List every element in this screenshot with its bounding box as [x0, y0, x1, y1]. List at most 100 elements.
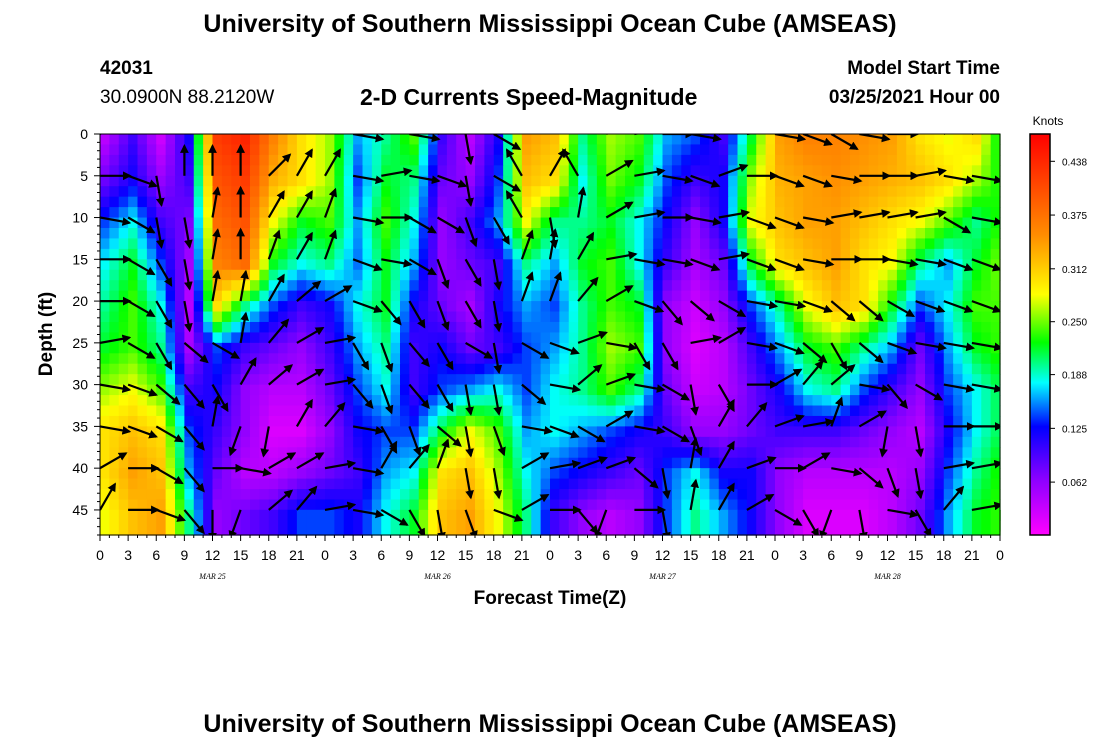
heatmap-cell	[250, 395, 260, 407]
heatmap-cell	[306, 447, 317, 459]
heatmap-cell	[137, 259, 148, 271]
heatmap-cell	[240, 489, 251, 501]
heatmap-cell	[203, 468, 214, 480]
heatmap-cell	[521, 186, 532, 198]
heatmap-cell	[756, 353, 767, 365]
heatmap-cell	[943, 154, 954, 166]
heatmap-cell	[812, 217, 823, 229]
current-vector	[774, 508, 803, 526]
heatmap-cell	[156, 144, 167, 156]
heatmap-cell	[831, 436, 842, 448]
heatmap-cell	[625, 426, 635, 438]
heatmap-cell	[278, 175, 289, 187]
heatmap-cell	[400, 478, 410, 490]
heatmap-cell	[643, 311, 654, 323]
heatmap-cell	[981, 196, 992, 208]
heatmap-cell	[606, 405, 617, 417]
heatmap-cell	[240, 415, 251, 427]
heatmap-cell	[643, 290, 654, 302]
heatmap-cell	[465, 374, 476, 386]
heatmap-cell	[175, 134, 185, 146]
heatmap-cell	[737, 227, 748, 240]
heatmap-cell	[990, 186, 1001, 198]
heatmap-cell	[596, 384, 607, 396]
heatmap-cell	[128, 227, 139, 240]
heatmap-cell	[812, 321, 823, 334]
heatmap-cell	[175, 436, 185, 448]
heatmap-cell	[418, 457, 429, 469]
heatmap-cell	[306, 154, 317, 166]
heatmap-cell	[737, 374, 748, 386]
heatmap-cell	[906, 489, 917, 501]
heatmap-cell	[765, 332, 776, 344]
heatmap-cell	[306, 415, 317, 427]
heatmap-cell	[840, 342, 851, 354]
heatmap-cell	[568, 499, 579, 511]
heatmap-cell	[784, 280, 795, 292]
heatmap-cell	[550, 405, 560, 417]
heatmap-cell	[737, 457, 748, 469]
heatmap-cell	[465, 436, 476, 448]
heatmap-cell	[475, 436, 485, 448]
current-vector	[943, 300, 974, 314]
x-axis: 0 3 6 9 12 15 18 21 0 3 6 9 12 15 18 21 0 3 6 9 12 15 18 21 0 3 6 9…	[96, 535, 1004, 563]
heatmap-cell	[109, 196, 120, 208]
heatmap-cell	[240, 332, 251, 344]
heatmap-cell	[587, 165, 598, 177]
heatmap-cell	[540, 186, 551, 198]
heatmap-cell	[353, 374, 364, 386]
heatmap-cell	[259, 499, 270, 511]
heatmap-cell	[343, 415, 354, 427]
heatmap-cell	[643, 509, 654, 536]
current-vector	[634, 383, 666, 393]
heatmap-cell	[165, 353, 176, 365]
heatmap-cell	[484, 238, 495, 250]
heatmap-cell	[615, 447, 626, 459]
heatmap-cell	[934, 154, 945, 166]
heatmap-cell	[362, 374, 373, 386]
heatmap-cell	[746, 426, 757, 438]
heatmap-cell	[690, 280, 701, 292]
heatmap-cell	[756, 332, 767, 344]
heatmap-cell	[859, 207, 870, 219]
current-vector	[549, 383, 582, 393]
heatmap-cell	[878, 301, 889, 313]
heatmap-cell	[718, 405, 729, 417]
heatmap-cell	[484, 175, 495, 187]
heatmap-cell	[896, 436, 907, 448]
heatmap-cell	[765, 134, 776, 146]
heatmap-cell	[793, 311, 804, 323]
heatmap-cell	[803, 353, 814, 365]
heatmap-cell	[953, 196, 964, 208]
heatmap-cell	[362, 447, 373, 459]
heatmap-cell	[775, 196, 785, 208]
heatmap-cell	[306, 384, 317, 396]
heatmap-cell	[634, 248, 645, 260]
heatmap-cell	[484, 227, 495, 240]
heatmap-cell	[428, 227, 439, 240]
heatmap-cell	[643, 384, 654, 396]
heatmap-cell	[756, 489, 767, 501]
current-vector	[464, 509, 478, 535]
heatmap-cell	[315, 332, 326, 344]
heatmap-cell	[878, 238, 889, 250]
heatmap-cell	[915, 134, 926, 146]
heatmap-cell	[250, 363, 260, 375]
speed-heatmap	[100, 134, 1001, 536]
heatmap-cell	[718, 134, 729, 146]
heatmap-cell	[240, 165, 251, 177]
heatmap-cell	[428, 426, 439, 438]
heatmap-cell	[109, 509, 120, 536]
heatmap-cell	[821, 154, 832, 166]
heatmap-cell	[343, 259, 354, 271]
heatmap-cell	[306, 311, 317, 323]
current-vector	[999, 175, 1000, 177]
heatmap-cell	[943, 457, 954, 469]
heatmap-cell	[887, 186, 898, 198]
heatmap-cell	[418, 478, 429, 490]
heatmap-cell	[212, 426, 223, 438]
heatmap-cell	[296, 478, 307, 490]
heatmap-cell	[896, 259, 907, 271]
heatmap-cell	[334, 447, 345, 459]
heatmap-cell	[362, 426, 373, 438]
